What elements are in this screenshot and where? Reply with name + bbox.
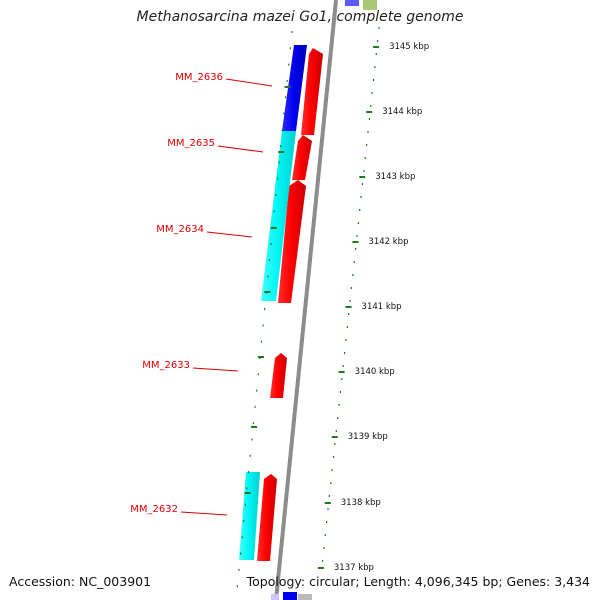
kbp-scale: 3145 kbp 3144 kbp 3143 kbp 3142 kbp 3141 kbp… xyxy=(244,42,429,573)
gene-label[interactable]: MM_2636 xyxy=(175,72,223,83)
kbp-label: 3140 kbp xyxy=(355,367,395,377)
gene-MM_2635-forward[interactable] xyxy=(292,135,312,180)
genome-backbone xyxy=(274,0,338,600)
kbp-label: 3144 kbp xyxy=(382,107,422,117)
gene-label[interactable]: MM_2635 xyxy=(167,138,215,149)
kbp-label: 3137 kbp xyxy=(334,563,374,573)
kbp-label: 3143 kbp xyxy=(375,172,415,182)
gene-green-partial-top xyxy=(363,0,377,10)
kbp-label: 3141 kbp xyxy=(362,302,402,312)
kbp-label: 3138 kbp xyxy=(341,498,381,508)
gene-label-leader xyxy=(225,78,273,87)
gene-label[interactable]: MM_2633 xyxy=(142,360,190,371)
gene-label[interactable]: MM_2634 xyxy=(156,224,204,235)
gene-MM_2633-forward[interactable] xyxy=(270,353,287,398)
gene-MM_2632-cds[interactable] xyxy=(239,472,260,560)
gene-labels: MM_2636 MM_2635 MM_2634 MM_2633 MM_2632 xyxy=(130,72,273,516)
gene-grey-partial-bottom xyxy=(298,594,312,600)
gene-blue-partial-bottom xyxy=(283,592,297,600)
gene-blue-partial-top xyxy=(345,0,359,6)
kbp-label: 3142 kbp xyxy=(368,237,408,247)
kbp-label: 3145 kbp xyxy=(389,42,429,52)
gene-blue-partial-bottom-left xyxy=(271,594,279,600)
gene-MM_2636-forward[interactable] xyxy=(301,48,323,135)
gene-label-leader xyxy=(192,367,239,372)
gene-label-leader xyxy=(206,231,253,238)
gene-MM_2635-cds[interactable] xyxy=(261,131,296,301)
gene-MM_2634-forward[interactable] xyxy=(278,180,306,303)
kbp-label: 3139 kbp xyxy=(348,432,388,442)
accession-text: Accession: NC_003901 xyxy=(9,574,152,589)
gene-MM_2632-forward[interactable] xyxy=(257,474,277,561)
topology-text: Topology: circular; Length: 4,096,345 bp… xyxy=(246,574,590,589)
map-title: Methanosarcina mazei Go1, complete genom… xyxy=(136,9,464,25)
gene-MM_2636-cds[interactable] xyxy=(282,45,307,131)
gene-label-leader xyxy=(180,511,228,516)
kbp-ticks xyxy=(236,27,380,588)
gene-label[interactable]: MM_2632 xyxy=(130,504,178,515)
gene-label-leader xyxy=(217,145,264,153)
